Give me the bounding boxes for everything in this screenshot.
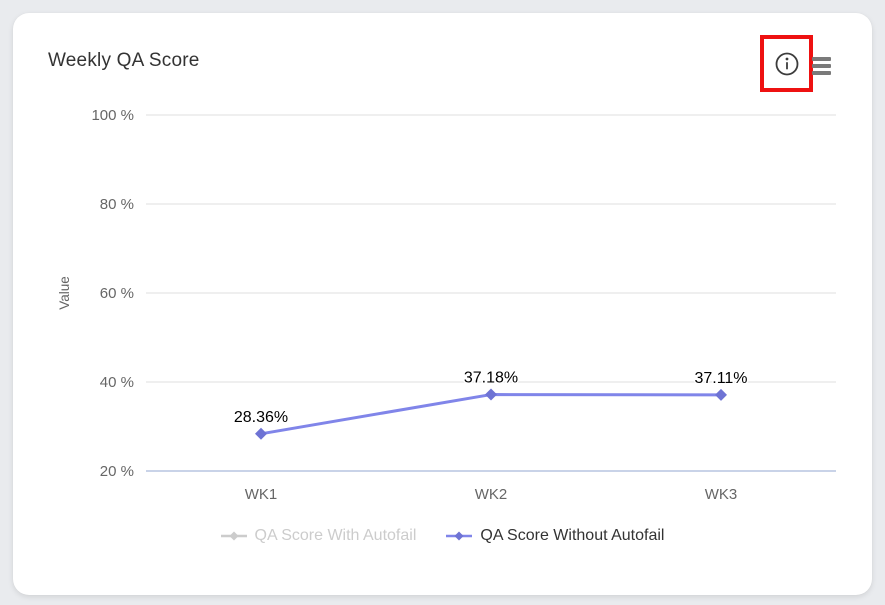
legend-item-qa-score-with-autofail[interactable]: QA Score With Autofail (220, 527, 417, 545)
data-label: 28.36% (234, 409, 288, 426)
x-tick-label: WK2 (475, 486, 508, 503)
chart-card: Weekly QA Score 100 % 80 % 60 % 40 % 20 % Val… (13, 13, 872, 595)
legend-marker-icon (220, 531, 247, 541)
line-chart-plot: 100 % 80 % 60 % 40 % 20 % Value WK1 WK2 WK3 28.36… (57, 107, 836, 503)
y-tick-label: 60 % (100, 285, 134, 302)
data-point-wk1[interactable] (255, 427, 267, 440)
legend-item-label: QA Score With Autofail (254, 527, 417, 544)
y-tick-label: 40 % (100, 374, 134, 391)
info-icon[interactable] (774, 51, 800, 77)
y-tick-label: 80 % (100, 196, 134, 213)
menu-bar (811, 63, 831, 69)
data-point-wk2[interactable] (485, 388, 497, 401)
chart-legend: QA Score With Autofail QA Score Without A… (13, 527, 872, 545)
y-tick-label: 20 % (100, 463, 134, 480)
hamburger-menu-icon[interactable] (808, 53, 834, 79)
legend-item-label: QA Score Without Autofail (480, 527, 665, 544)
annotation-highlight-box (760, 35, 813, 92)
x-tick-label: WK3 (705, 486, 738, 503)
data-point-wk3[interactable] (715, 388, 727, 401)
y-axis-title: Value (57, 276, 72, 310)
menu-bar (811, 70, 831, 76)
data-label: 37.18% (464, 370, 518, 387)
legend-item-qa-score-without-autofail[interactable]: QA Score Without Autofail (446, 527, 664, 545)
data-label: 37.11% (694, 370, 747, 387)
x-tick-label: WK1 (245, 486, 278, 503)
chart-title: Weekly QA Score (48, 50, 200, 71)
info-circle-icon (775, 52, 798, 75)
legend-marker-icon (446, 531, 473, 541)
y-tick-label: 100 % (91, 107, 134, 124)
menu-bar (811, 56, 831, 62)
